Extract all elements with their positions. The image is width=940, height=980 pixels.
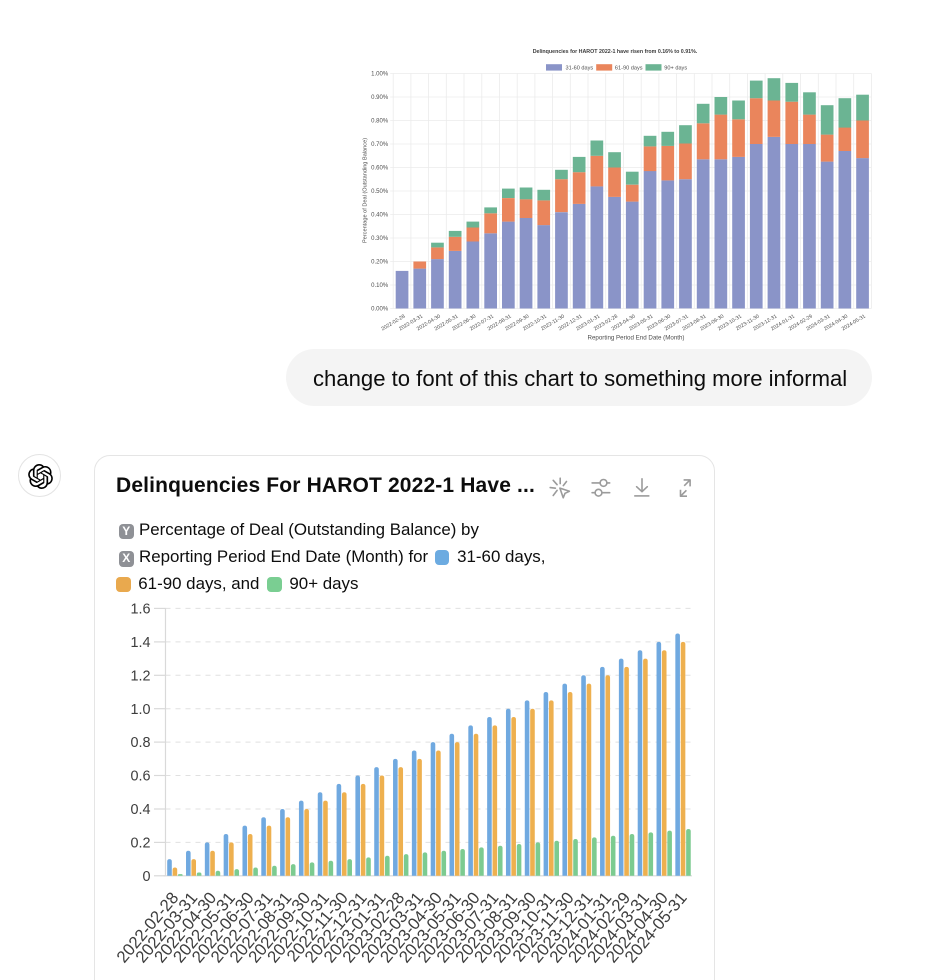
svg-text:0.2: 0.2: [130, 836, 150, 852]
svg-text:Delinquencies for HAROT 2022-1: Delinquencies for HAROT 2022-1 have rise…: [533, 49, 698, 55]
svg-text:0.50%: 0.50%: [371, 189, 389, 195]
svg-text:1.00%: 1.00%: [371, 72, 389, 78]
svg-text:0.90%: 0.90%: [371, 95, 389, 101]
svg-text:Reporting Period End Date (Mon: Reporting Period End Date (Month): [588, 335, 685, 342]
svg-text:31-60 days: 31-60 days: [566, 66, 594, 72]
svg-text:1.2: 1.2: [130, 668, 150, 684]
svg-text:61-90 days: 61-90 days: [615, 66, 643, 72]
svg-text:0.00%: 0.00%: [371, 307, 389, 313]
svg-text:Percentage of Deal (Outstandin: Percentage of Deal (Outstanding Balance): [363, 138, 369, 243]
svg-text:1.0: 1.0: [130, 702, 150, 718]
svg-text:0.30%: 0.30%: [371, 236, 389, 242]
svg-text:0.60%: 0.60%: [371, 166, 389, 172]
svg-text:0.40%: 0.40%: [371, 213, 389, 219]
svg-text:0.4: 0.4: [130, 802, 150, 818]
svg-text:1.6: 1.6: [130, 602, 150, 618]
svg-text:0.8: 0.8: [130, 735, 150, 751]
svg-text:0.20%: 0.20%: [371, 260, 389, 266]
svg-text:1.4: 1.4: [130, 635, 150, 651]
svg-text:0.70%: 0.70%: [371, 142, 389, 148]
svg-text:0.10%: 0.10%: [371, 283, 389, 289]
svg-text:0.6: 0.6: [130, 769, 150, 785]
svg-text:0.80%: 0.80%: [371, 119, 389, 125]
svg-text:0: 0: [142, 869, 150, 885]
svg-text:90+ days: 90+ days: [664, 66, 687, 72]
